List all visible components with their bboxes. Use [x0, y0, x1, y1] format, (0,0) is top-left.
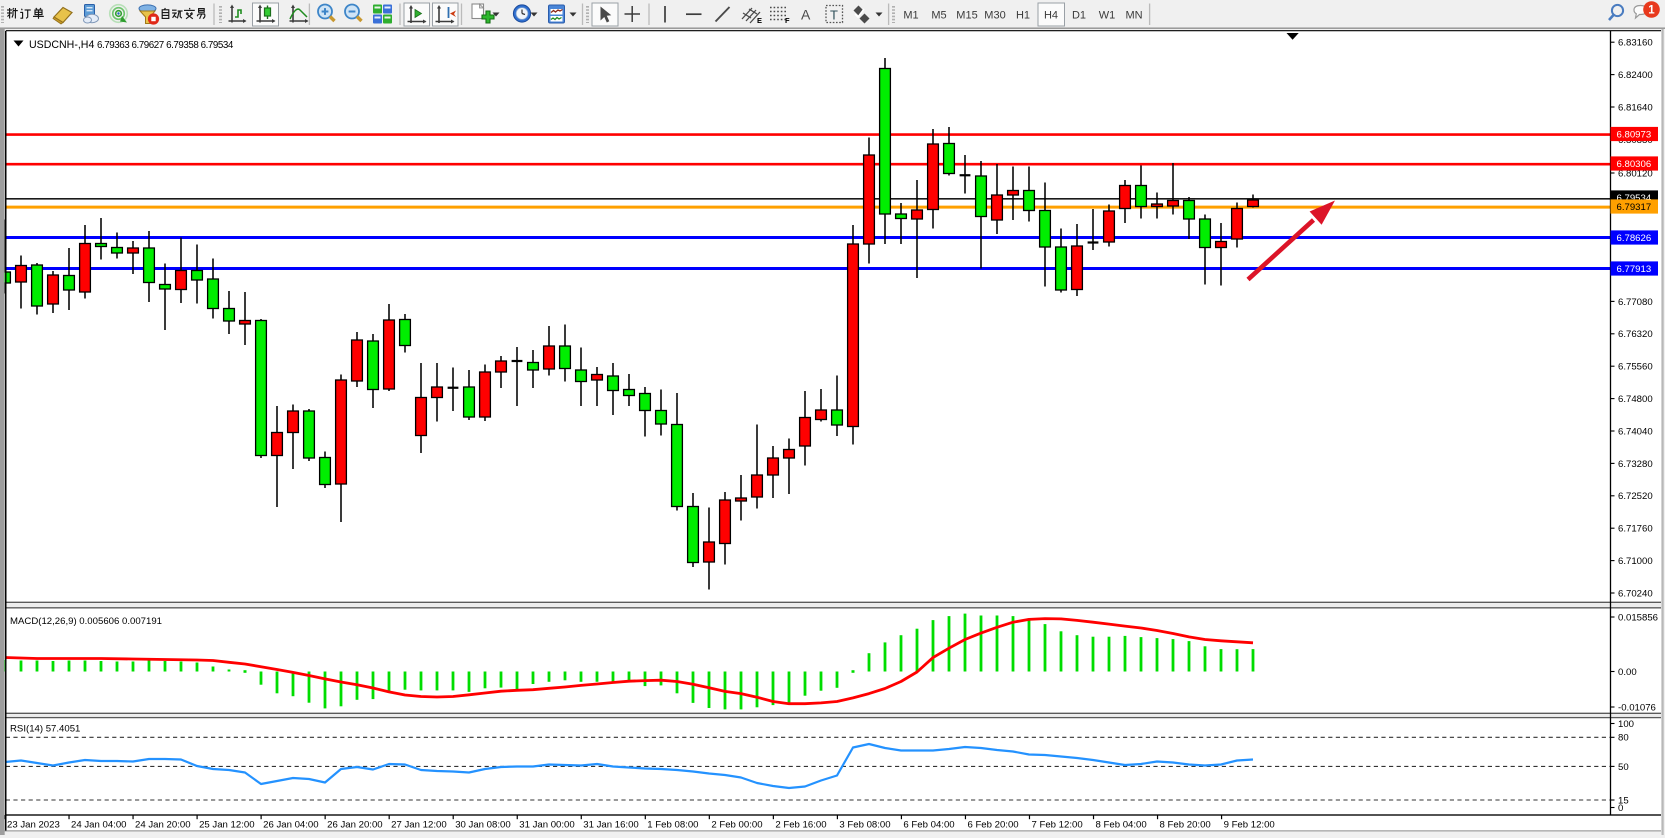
svg-text:3 Feb 08:00: 3 Feb 08:00: [839, 820, 890, 831]
svg-text:-0.01076: -0.01076: [1618, 702, 1656, 713]
svg-text:9 Feb 12:00: 9 Feb 12:00: [1224, 820, 1275, 831]
svg-text:6.75560: 6.75560: [1618, 362, 1653, 373]
svg-text:6.78626: 6.78626: [1617, 233, 1652, 244]
svg-text:6.79363 6.79627 6.79358 6.7953: 6.79363 6.79627 6.79358 6.79534: [97, 40, 234, 51]
svg-text:0.015856: 0.015856: [1618, 612, 1658, 623]
svg-text:F: F: [785, 16, 790, 25]
svg-text:6.72520: 6.72520: [1618, 491, 1653, 502]
svg-text:15: 15: [1618, 795, 1629, 806]
svg-text:0.00: 0.00: [1618, 667, 1637, 678]
svg-text:27 Jan 12:00: 27 Jan 12:00: [391, 820, 446, 831]
svg-text:M15: M15: [956, 10, 977, 22]
svg-text:30 Jan 08:00: 30 Jan 08:00: [455, 820, 510, 831]
svg-text:6.74040: 6.74040: [1618, 426, 1653, 437]
svg-text:H1: H1: [1016, 10, 1030, 22]
svg-text:100: 100: [1618, 719, 1634, 730]
svg-text:H4: H4: [1044, 10, 1058, 22]
svg-text:24 Jan 20:00: 24 Jan 20:00: [135, 820, 190, 831]
svg-text:6 Feb 04:00: 6 Feb 04:00: [903, 820, 954, 831]
svg-text:RSI(14) 57.4051: RSI(14) 57.4051: [10, 724, 80, 735]
svg-text:50: 50: [1618, 762, 1629, 773]
svg-text:7 Feb 12:00: 7 Feb 12:00: [1031, 820, 1082, 831]
svg-text:6.81640: 6.81640: [1618, 102, 1653, 113]
svg-text:6.74800: 6.74800: [1618, 394, 1653, 405]
svg-text:0: 0: [1618, 803, 1623, 814]
svg-text:8 Feb 20:00: 8 Feb 20:00: [1160, 820, 1211, 831]
svg-text:6 Feb 20:00: 6 Feb 20:00: [967, 820, 1018, 831]
svg-text:25 Jan 12:00: 25 Jan 12:00: [199, 820, 254, 831]
svg-text:1 Feb 08:00: 1 Feb 08:00: [647, 820, 698, 831]
svg-text:USDCNH-,H4: USDCNH-,H4: [29, 39, 94, 51]
svg-text:6.82400: 6.82400: [1618, 70, 1653, 81]
svg-text:W1: W1: [1099, 10, 1116, 22]
svg-text:6.71760: 6.71760: [1618, 524, 1653, 535]
svg-text:6.70240: 6.70240: [1618, 588, 1653, 599]
svg-text:31 Jan 16:00: 31 Jan 16:00: [583, 820, 638, 831]
svg-text:8 Feb 04:00: 8 Feb 04:00: [1096, 820, 1147, 831]
svg-text:6.79534: 6.79534: [1617, 193, 1652, 204]
svg-text:24 Jan 04:00: 24 Jan 04:00: [71, 820, 126, 831]
svg-text:6.76320: 6.76320: [1618, 329, 1653, 340]
svg-text:26 Jan 04:00: 26 Jan 04:00: [263, 820, 318, 831]
svg-text:80: 80: [1618, 733, 1629, 744]
svg-text:M5: M5: [931, 10, 946, 22]
svg-text:T: T: [830, 8, 838, 23]
svg-text:1: 1: [1648, 5, 1655, 17]
svg-text:MN: MN: [1125, 10, 1142, 22]
svg-text:MACD(12,26,9) 0.005606 0.00719: MACD(12,26,9) 0.005606 0.007191: [10, 616, 162, 627]
svg-text:23 Jan 2023: 23 Jan 2023: [7, 820, 60, 831]
svg-text:6.73280: 6.73280: [1618, 459, 1653, 470]
svg-text:M30: M30: [984, 10, 1005, 22]
svg-text:6.77913: 6.77913: [1617, 264, 1652, 275]
svg-text:31 Jan 00:00: 31 Jan 00:00: [519, 820, 574, 831]
svg-text:6.80120: 6.80120: [1618, 168, 1653, 179]
svg-text:6.80973: 6.80973: [1617, 129, 1652, 140]
svg-text:6.79317: 6.79317: [1617, 202, 1652, 213]
svg-text:2 Feb 16:00: 2 Feb 16:00: [775, 820, 826, 831]
svg-text:6.80306: 6.80306: [1617, 159, 1652, 170]
svg-text:M1: M1: [903, 10, 918, 22]
svg-text:6.77080: 6.77080: [1618, 297, 1653, 308]
svg-text:6.71000: 6.71000: [1618, 556, 1653, 567]
svg-text:26 Jan 20:00: 26 Jan 20:00: [327, 820, 382, 831]
svg-text:6.83160: 6.83160: [1618, 38, 1653, 49]
svg-text:A: A: [801, 7, 811, 23]
svg-text:2 Feb 00:00: 2 Feb 00:00: [711, 820, 762, 831]
svg-text:D1: D1: [1072, 10, 1086, 22]
svg-text:E: E: [757, 16, 762, 25]
